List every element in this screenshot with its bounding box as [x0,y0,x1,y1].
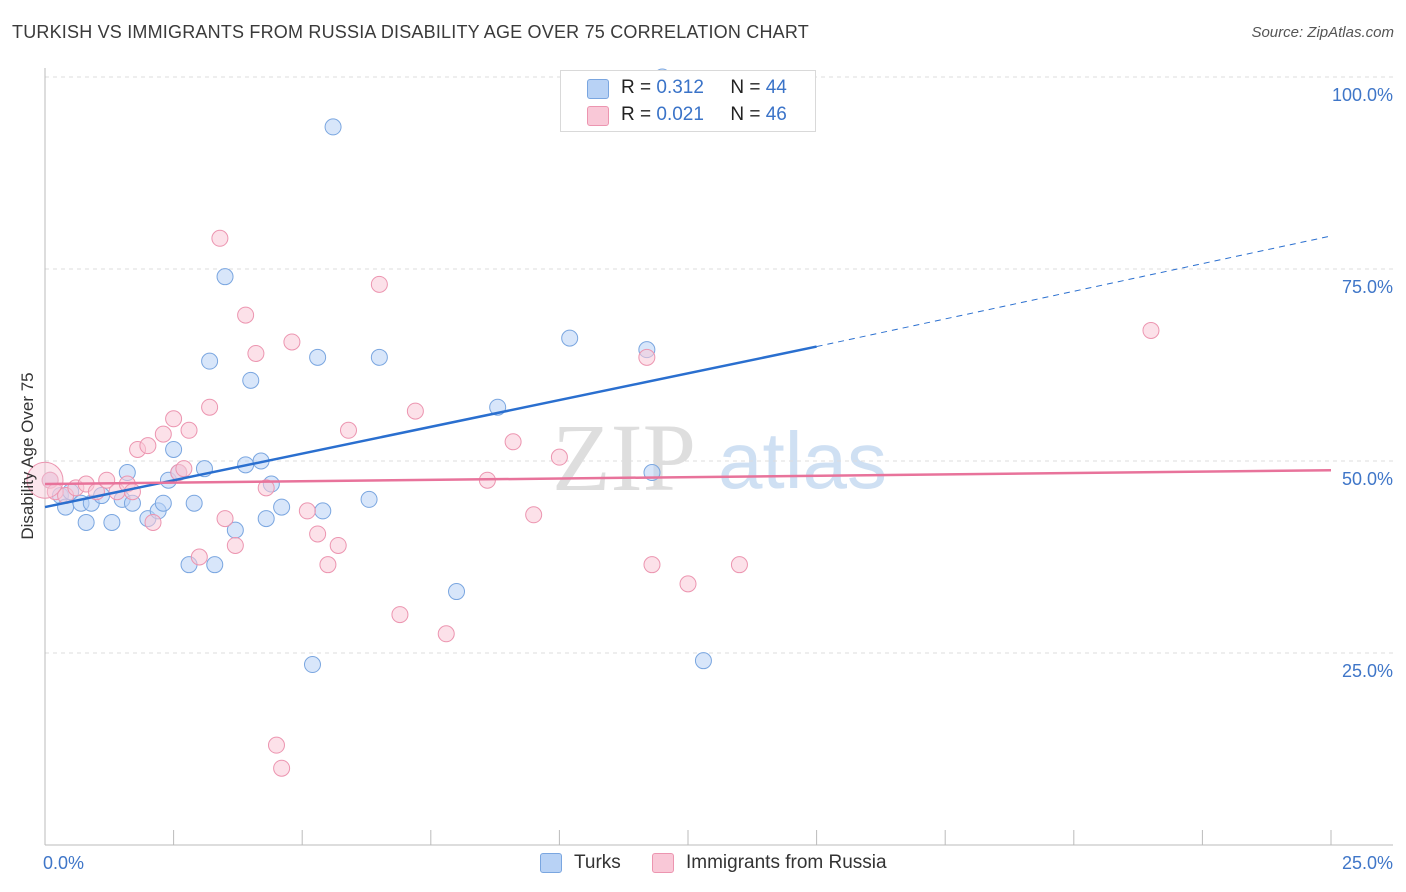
turks-point [324,118,342,136]
turks-point [185,494,203,512]
russia-point [175,460,193,478]
legend-r-label: R = [621,104,652,125]
russia-point [247,344,265,362]
russia-point [339,421,357,439]
turks-point [165,440,183,458]
russia-point [154,425,172,443]
legend-swatch-russia [587,106,609,126]
legend-swatch-russia [652,853,674,873]
legend-swatch-turks [540,853,562,873]
turks-point [206,556,224,574]
russia-point [679,575,697,593]
russia-point [391,606,409,624]
russia-point [226,536,244,554]
turks-point [694,652,712,670]
russia-point [1142,321,1160,339]
russia-point [180,421,198,439]
turks-point [370,348,388,366]
russia-point [298,502,316,520]
turks-trend-projection [816,235,1332,348]
russia-point [437,625,455,643]
legend-n-value: 44 [765,77,787,98]
russia-point [257,479,275,497]
turks-point [257,510,275,528]
russia-point [267,736,285,754]
series-legend: Turks Immigrants from Russia [0,852,1406,878]
turks-point [154,494,172,512]
russia-point [283,333,301,351]
x-tick-label-min: 0.0% [43,853,84,873]
russia-point [525,506,543,524]
turks-point [242,371,260,389]
russia-point [139,437,157,455]
russia-point [165,410,183,428]
turks-point [303,656,321,674]
source-label: Source: ZipAtlas.com [1251,24,1394,41]
legend-r-value: 0.312 [656,77,704,98]
legend-n-label: N = [730,104,761,125]
turks-point [201,352,219,370]
russia-point [550,448,568,466]
russia-point-cluster [26,461,64,499]
russia-point [190,548,208,566]
turks-point [273,498,291,516]
watermark-zip: ZIP [552,404,696,511]
turks-point [448,583,466,601]
legend-r-value: 0.021 [656,104,704,125]
legend-item-russia[interactable]: Immigrants from Russia [652,852,887,874]
correlation-legend: R = 0.312 N = 44 R = 0.021 N = 46 [560,70,816,132]
russia-point [211,229,229,247]
turks-point [314,502,332,520]
turks-point [309,348,327,366]
turks-point [216,268,234,286]
turks-point [360,490,378,508]
russia-point [504,433,522,451]
russia-point [123,483,141,501]
y-tick-label: 50.0% [1342,469,1393,489]
legend-n-label: N = [730,77,761,98]
legend-n-value: 46 [765,104,787,125]
turks-point [561,329,579,347]
russia-point [643,556,661,574]
russia-point [216,510,234,528]
russia-point [237,306,255,324]
watermark-atlas: atlas [718,416,887,505]
legend-row-russia: R = 0.021 N = 46 [587,102,817,128]
y-tick-label: 25.0% [1342,661,1393,681]
russia-point [406,402,424,420]
legend-swatch-turks [587,79,609,99]
y-tick-label: 75.0% [1342,277,1393,297]
russia-point [319,556,337,574]
russia-point [638,348,656,366]
turks-point [103,513,121,531]
russia-trend-line [44,468,1332,486]
y-tick-label: 100.0% [1332,85,1393,105]
chart-title: TURKISH VS IMMIGRANTS FROM RUSSIA DISABI… [12,22,809,42]
russia-point [273,759,291,777]
turks-point [77,513,95,531]
y-axis-label: Disability Age Over 75 [18,372,37,540]
russia-point [730,556,748,574]
legend-row-turks: R = 0.312 N = 44 [587,75,817,101]
x-tick-label-max: 25.0% [1342,853,1393,873]
turks-trend-line [44,345,817,509]
legend-label-turks: Turks [574,852,621,873]
legend-label-russia: Immigrants from Russia [686,852,887,873]
russia-point [329,536,347,554]
russia-point [201,398,219,416]
legend-item-turks[interactable]: Turks [540,852,621,874]
russia-point [370,275,388,293]
russia-point [309,525,327,543]
russia-point [144,513,162,531]
legend-r-label: R = [621,77,652,98]
